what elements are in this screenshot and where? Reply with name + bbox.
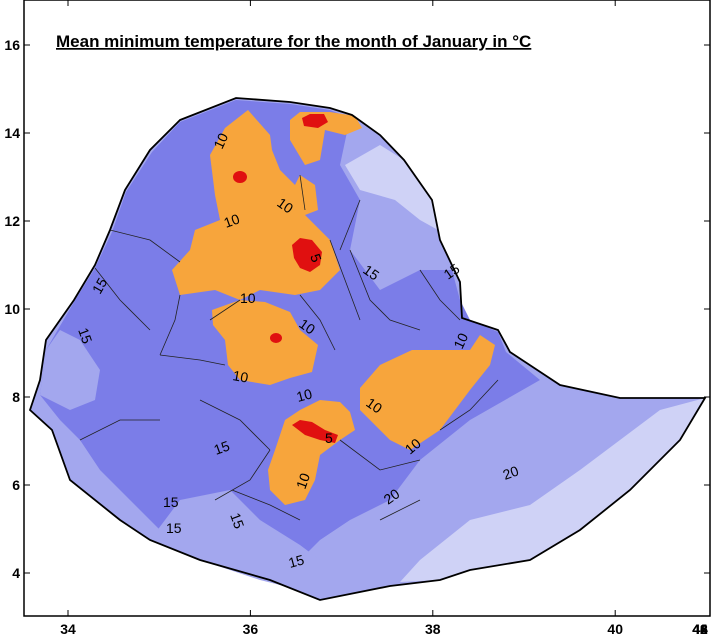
x-tick-label: 34: [60, 621, 76, 637]
zone-below-5-north: [233, 171, 247, 183]
zone-above-20: [400, 398, 705, 582]
zone-5-10-south: [268, 400, 355, 505]
zone-15-20-west: [40, 330, 100, 410]
contour-label: 10: [240, 290, 256, 306]
x-tick-label: 44: [692, 621, 708, 637]
contour-label: 15: [227, 511, 247, 531]
y-tick-label: 10: [4, 301, 20, 317]
x-tick-label: 46: [692, 621, 708, 637]
admin-border: [79, 174, 499, 521]
contour-label: 15: [287, 551, 306, 571]
contour-label: 15: [212, 437, 232, 457]
contour-label: 10: [210, 130, 231, 151]
contour-label: 10: [222, 210, 242, 230]
contour-label: 20: [501, 462, 521, 482]
x-tick-label: 38: [425, 621, 441, 637]
contour-label: 10: [295, 385, 314, 405]
contour-label: 10: [231, 367, 249, 385]
zone-5-10-east: [360, 335, 495, 450]
contour-label: 10: [450, 330, 471, 351]
y-tick-label: 12: [4, 213, 20, 229]
zone-15-20-southwest: [150, 490, 320, 590]
contour-label: 5: [325, 430, 333, 446]
x-tick-label: 36: [243, 621, 259, 637]
x-tick-label: 42: [692, 621, 708, 637]
zone-above-20-northeast: [345, 145, 438, 230]
zone-below-5-central-north: [292, 238, 322, 272]
country-outline: [28, 97, 707, 601]
y-tick-label: 8: [12, 389, 20, 405]
y-tick-label: 14: [4, 125, 20, 141]
contour-label: 15: [75, 326, 95, 346]
y-axis: 4 6 8 10 12 14 16: [4, 37, 710, 581]
contour-label: 15: [166, 520, 182, 536]
y-tick-label: 4: [12, 565, 20, 581]
contour-label: 15: [163, 494, 179, 510]
contour-label: 15: [89, 275, 111, 297]
x-tick-label: 48: [692, 621, 708, 637]
y-tick-label: 16: [4, 37, 20, 53]
contour-label: 10: [293, 471, 313, 491]
map-title: Mean minimum temperature for the month o…: [56, 32, 531, 51]
zone-below-5-north-tip: [302, 114, 328, 128]
zone-below-5-central: [270, 333, 282, 343]
zone-5-10-central: [212, 300, 318, 385]
y-tick-label: 6: [12, 477, 20, 493]
x-tick-label: 40: [607, 621, 623, 637]
zone-below-5-south: [292, 420, 338, 443]
